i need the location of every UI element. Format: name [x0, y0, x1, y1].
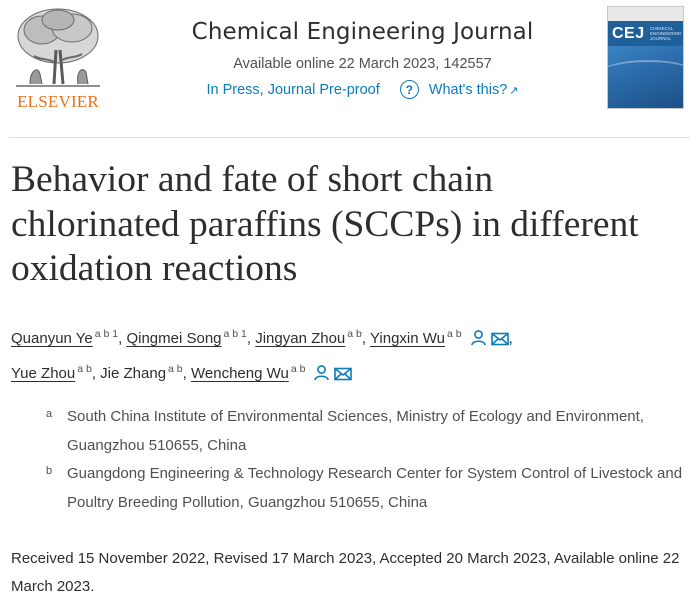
- corresponding-author-person-icon[interactable]: [313, 364, 330, 381]
- publisher-name: ELSEVIER: [17, 92, 99, 111]
- author-affil-sup[interactable]: a b: [77, 363, 92, 375]
- journal-title[interactable]: Chemical Engineering Journal: [191, 19, 534, 45]
- affiliation-item: a South China Institute of Environmental…: [46, 403, 696, 460]
- author-link[interactable]: Yue Zhou: [11, 365, 76, 382]
- email-icon[interactable]: [334, 367, 353, 381]
- author-affil-sup[interactable]: a b: [347, 328, 362, 340]
- author-name-plain[interactable]: Jie Zhang: [100, 365, 167, 382]
- elsevier-tree-icon: [12, 6, 104, 90]
- external-link-icon: ↗: [509, 84, 519, 97]
- affiliation-item: b Guangdong Engineering & Technology Res…: [46, 460, 696, 517]
- journal-status-links: In Press, Journal Pre-proof ? What's thi…: [130, 80, 595, 99]
- journal-info: Chemical Engineering Journal Available o…: [130, 19, 595, 99]
- corresponding-author-person-icon[interactable]: [470, 329, 487, 346]
- author-affil-sup[interactable]: a b 1: [94, 328, 119, 340]
- title-line: chlorinated paraffins (SCCPs) in differe…: [11, 203, 639, 245]
- whats-this-link[interactable]: What's this? ↗: [429, 82, 519, 98]
- title-line: Behavior and fate of short chain: [11, 159, 494, 200]
- whats-this-label: What's this?: [428, 81, 508, 98]
- author-list: Quanyun Ye a b 1, Qingmei Song a b 1, Jing…: [11, 328, 513, 382]
- author-affil-sup[interactable]: a b: [168, 363, 183, 375]
- author-link[interactable]: Quanyun Ye: [11, 330, 93, 347]
- article-title: Behavior and fate of short chain chlorin…: [11, 158, 696, 292]
- cover-artwork: [608, 46, 683, 108]
- journal-header: ELSEVIER Chemical Engineering Journal Av…: [0, 0, 700, 137]
- email-icon[interactable]: [490, 332, 509, 346]
- cover-top-strip: [608, 7, 683, 21]
- author-link[interactable]: Yingxin Wu: [369, 330, 446, 347]
- journal-cover-image[interactable]: CEJ CHEMICAL ENGINEERING JOURNAL: [607, 6, 684, 109]
- author-link[interactable]: Qingmei Song: [126, 330, 222, 347]
- affiliation-list: a South China Institute of Environmental…: [46, 403, 696, 517]
- cover-subtitle: CHEMICAL ENGINEERING JOURNAL: [650, 26, 682, 41]
- affiliation-label: a: [46, 408, 53, 420]
- author-affil-sup[interactable]: a b: [290, 363, 306, 375]
- elsevier-logo[interactable]: ELSEVIER: [9, 6, 107, 112]
- header-divider: [9, 137, 690, 138]
- affiliation-label: b: [46, 465, 53, 477]
- affiliation-text: Guangdong Engineering & Technology Resea…: [67, 465, 683, 511]
- author-link[interactable]: Jingyan Zhou: [255, 330, 346, 347]
- available-online-line: Available online 22 March 2023, 142557: [233, 56, 492, 72]
- cover-abbrev: CEJ: [612, 25, 645, 42]
- author-link[interactable]: Wencheng Wu: [191, 365, 289, 382]
- author-affil-sup[interactable]: a b 1: [223, 328, 247, 340]
- article-history: Received 15 November 2022, Revised 17 Ma…: [11, 550, 680, 595]
- in-press-link[interactable]: In Press, Journal Pre-proof: [206, 81, 380, 98]
- author-affil-sup[interactable]: a b: [447, 328, 462, 340]
- question-mark-icon[interactable]: ?: [399, 80, 419, 99]
- title-line: oxidation reactions: [11, 248, 298, 289]
- affiliation-text: South China Institute of Environmental S…: [67, 408, 644, 454]
